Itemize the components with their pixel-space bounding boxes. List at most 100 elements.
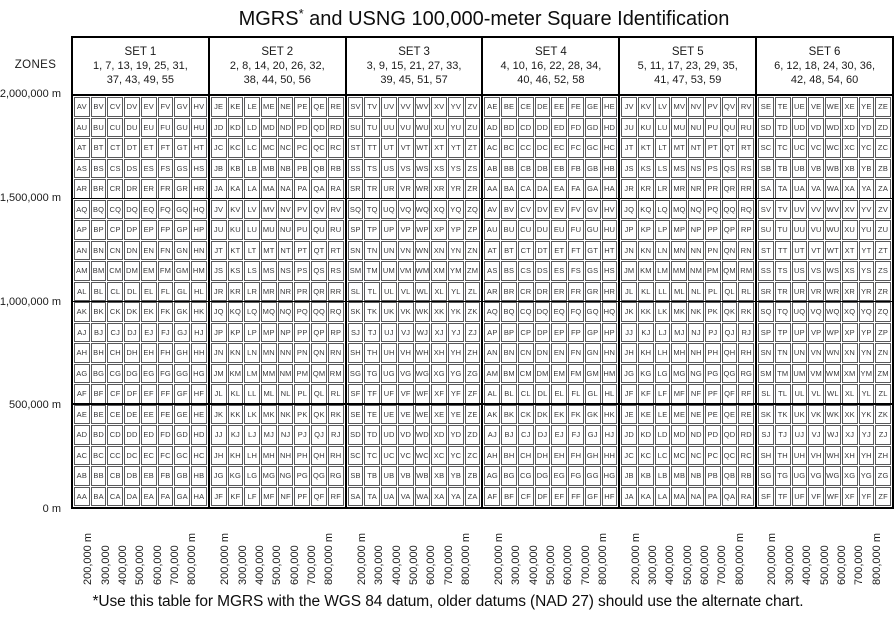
grid-cell: UD bbox=[381, 425, 397, 445]
set-block: SET 2 2, 8, 14, 20, 26, 32, 38, 44, 50, 56… bbox=[207, 36, 347, 591]
grid-cell: WG bbox=[825, 466, 841, 486]
grid-cell: CU bbox=[517, 220, 534, 240]
grid-cell: EB bbox=[140, 466, 157, 486]
grid-cell: AB bbox=[484, 158, 501, 178]
grid-cell: XU bbox=[841, 220, 858, 240]
grid-cell: UC bbox=[791, 138, 808, 158]
grid-cell: UR bbox=[381, 179, 397, 199]
grid-cell: HA bbox=[191, 486, 207, 506]
grid-cell: GM bbox=[584, 363, 601, 383]
grid-cell: QM bbox=[721, 261, 738, 281]
grid-cell: WV bbox=[825, 199, 841, 219]
grid-cell: RF bbox=[738, 384, 755, 404]
grid-cell: CA bbox=[107, 486, 124, 506]
grid-cell: RB bbox=[327, 158, 344, 178]
grid-cell: VN bbox=[808, 343, 825, 363]
x-axis-tick-label: 300,000 bbox=[373, 545, 386, 585]
grid-cell: UU bbox=[381, 117, 397, 137]
grid-cell: MG bbox=[261, 466, 277, 486]
grid-cell: EL bbox=[551, 384, 568, 404]
grid-cell: PA bbox=[294, 179, 311, 199]
grid-cell: WF bbox=[414, 384, 431, 404]
grid-cell: GU bbox=[174, 117, 191, 137]
grid-cell: VK bbox=[808, 404, 825, 424]
grid-cell: GS bbox=[174, 158, 191, 178]
grid-cell: ES bbox=[551, 261, 568, 281]
grid-cell: GR bbox=[584, 281, 601, 301]
grid-cell: YS bbox=[858, 261, 875, 281]
grid-cell: GD bbox=[584, 117, 601, 137]
grid-cell: CN bbox=[107, 240, 124, 260]
grid-cell: VQ bbox=[808, 302, 825, 322]
grid-cell: ZJ bbox=[464, 322, 481, 342]
grid-cell: CL bbox=[517, 384, 534, 404]
grid-cell: QH bbox=[311, 445, 327, 465]
grid-cell: CP bbox=[107, 220, 124, 240]
grid-cell: CC bbox=[517, 138, 534, 158]
grid-cell: EN bbox=[140, 240, 157, 260]
grid-cell: TM bbox=[364, 261, 381, 281]
grid-cell: CD bbox=[517, 117, 534, 137]
grid-cell: SJ bbox=[347, 322, 364, 342]
grid-cell: NT bbox=[688, 138, 704, 158]
grid-cell: MN bbox=[671, 240, 688, 260]
grid-cell: NS bbox=[688, 158, 704, 178]
grid-cell: ZU bbox=[875, 220, 891, 240]
grid-cell: WQ bbox=[825, 302, 841, 322]
grid-cell: JC bbox=[210, 138, 227, 158]
grid-cell: DM bbox=[534, 363, 551, 383]
grid-cell: DB bbox=[124, 466, 140, 486]
grid-cell: YV bbox=[448, 97, 464, 117]
grid-cell: FE bbox=[568, 97, 584, 117]
grid-cell: CF bbox=[107, 384, 124, 404]
grid-cell: WL bbox=[825, 384, 841, 404]
grid-cell: KE bbox=[227, 97, 244, 117]
grid-cell: ZL bbox=[875, 384, 891, 404]
grid-cell: SN bbox=[758, 343, 774, 363]
grid-cell: DN bbox=[124, 240, 140, 260]
grid-cell: BL bbox=[90, 281, 107, 301]
grid-cell: MT bbox=[671, 138, 688, 158]
grid-cell: KV bbox=[227, 199, 244, 219]
grid-cell: TA bbox=[364, 486, 381, 506]
grid-cell: WD bbox=[414, 425, 431, 445]
grid-cell: BV bbox=[501, 199, 517, 219]
grid-cell: AL bbox=[484, 384, 501, 404]
y-axis-tick-label: 1,000,000 m bbox=[0, 295, 61, 308]
grid-cell: KL bbox=[227, 384, 244, 404]
set-header: SET 1 1, 7, 13, 19, 25, 31, 37, 43, 49, 55 bbox=[71, 36, 210, 94]
grid-cell: ES bbox=[140, 158, 157, 178]
x-axis-tick-label: 500,000 bbox=[408, 545, 421, 585]
set-label: SET 3 bbox=[398, 45, 430, 58]
grid-cell: GJ bbox=[584, 425, 601, 445]
grid-cell: LE bbox=[654, 404, 671, 424]
grid-cell: FC bbox=[157, 445, 174, 465]
grid-cell: TC bbox=[774, 138, 791, 158]
grid-cell: XS bbox=[841, 261, 858, 281]
grid-cell: XL bbox=[841, 384, 858, 404]
y-axis-tick-label: 2,000,000 m bbox=[0, 88, 61, 100]
grid-cell: ZK bbox=[464, 302, 481, 322]
x-axis-tick-label: 400,000 bbox=[527, 545, 540, 585]
grid-cell: JV bbox=[621, 97, 638, 117]
grid-cell: FL bbox=[568, 384, 584, 404]
grid-cell: UB bbox=[381, 466, 397, 486]
grid-cell: AP bbox=[74, 220, 90, 240]
grid-cell: CN bbox=[517, 343, 534, 363]
grid-cell: YF bbox=[448, 384, 464, 404]
grid-cell: QR bbox=[721, 179, 738, 199]
grid-cell: BL bbox=[501, 384, 517, 404]
grid-cell: FV bbox=[157, 97, 174, 117]
grid-cell: UJ bbox=[381, 322, 397, 342]
grid-cell: CJ bbox=[517, 425, 534, 445]
grid-cell: RD bbox=[327, 117, 344, 137]
grid-cell: DV bbox=[124, 97, 140, 117]
grid-cell: PJ bbox=[294, 425, 311, 445]
grid-cell: HG bbox=[601, 466, 618, 486]
grid-cell: FK bbox=[568, 404, 584, 424]
grid-cell: DR bbox=[124, 179, 140, 199]
grid-cell: MQ bbox=[671, 199, 688, 219]
grid-cell: KL bbox=[638, 281, 654, 301]
grid-cell: FG bbox=[568, 466, 584, 486]
grid-cell: SV bbox=[347, 97, 364, 117]
